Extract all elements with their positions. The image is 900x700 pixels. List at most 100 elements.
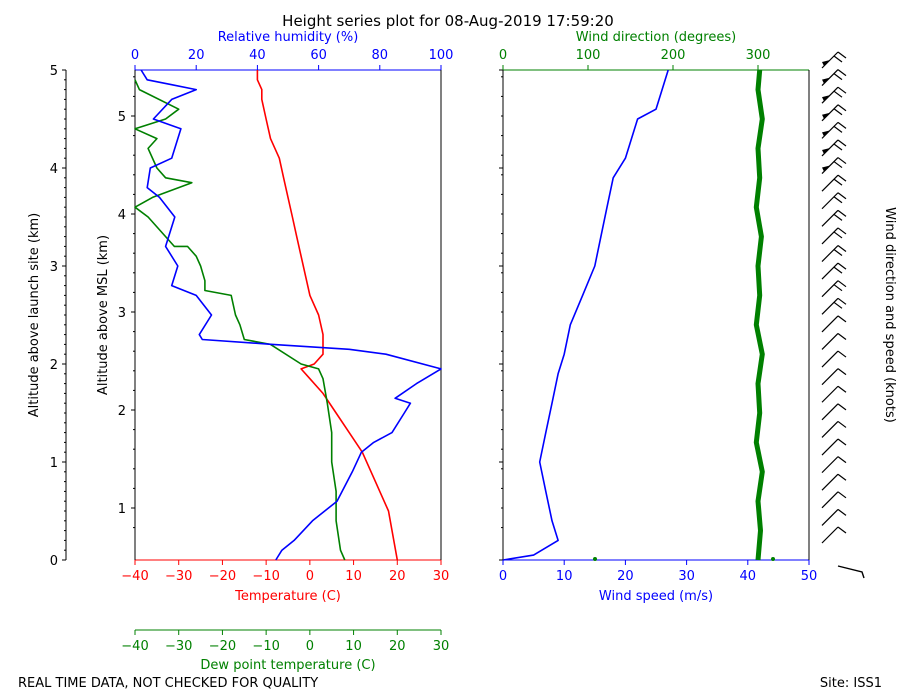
wind-barb-feather	[837, 333, 847, 340]
wind-barb-feather	[837, 385, 847, 393]
msl-altitude-tick-label: 5	[118, 110, 126, 125]
footer-left-note: REAL TIME DATA, NOT CHECKED FOR QUALITY	[18, 676, 318, 691]
wind-barb-staff	[821, 526, 839, 544]
wind-direction-tick-label: 300	[746, 48, 771, 63]
wind-barb	[821, 491, 847, 509]
wind-barb	[821, 297, 847, 315]
dewpoint-tick-label: 10	[345, 639, 362, 654]
humidity-tick-label: 20	[188, 48, 205, 63]
msl-altitude-tick-label: 1	[118, 502, 126, 517]
wind-direction-axis-label: Wind direction (degrees)	[576, 30, 736, 45]
wind-barb	[821, 368, 847, 386]
wind-barb-feather	[833, 266, 843, 274]
temperature-tick-label: 10	[345, 569, 362, 584]
wind-barb-feather	[833, 196, 843, 204]
dewpoint-tick-label: 30	[433, 639, 450, 654]
wind-barb-feather	[837, 227, 847, 235]
wind-barb-feather	[837, 350, 847, 358]
humidity-tick-label: 0	[131, 48, 139, 63]
wind-barb-pennant	[822, 130, 830, 137]
wind-direction-line	[753, 69, 765, 561]
wind-barb-feather	[837, 192, 847, 200]
wind-barb-feather	[833, 108, 843, 116]
wind-speed-tick-label: 0	[499, 569, 507, 584]
wind-barb-feather	[837, 86, 847, 94]
launch-altitude-tick-label: 3	[50, 260, 58, 275]
dewpoint-tick-label: −10	[252, 639, 279, 654]
wind-barb-staff	[821, 174, 839, 192]
wind-barb-feather	[837, 315, 847, 323]
launch-altitude-tick-label: 0	[50, 554, 58, 569]
wind-barb-staff	[821, 280, 839, 298]
wind-speed-axis-label: Wind speed (m/s)	[599, 589, 713, 604]
wind-barb-feather	[837, 209, 847, 217]
wind-barb-feather	[833, 284, 843, 292]
wind-speed-tick-label: 30	[678, 569, 695, 584]
msl-altitude-tick-label: 3	[118, 306, 126, 321]
wind-barb-staff	[821, 508, 839, 526]
wind-barb-feather	[837, 508, 847, 516]
wind-barb-feather	[833, 249, 843, 256]
wind-barb	[821, 262, 847, 280]
wind-barb	[821, 69, 847, 87]
wind-barb	[821, 403, 847, 421]
wind-direction-tick-label: 200	[661, 48, 686, 63]
wind-barb-feather	[837, 403, 847, 411]
wind-barb-feather	[837, 438, 847, 446]
wind-barb-feather	[833, 301, 843, 309]
wind-barb-feather	[837, 368, 847, 376]
wind-barb	[821, 174, 847, 192]
wind-barb-feather	[833, 213, 843, 221]
wind-barb-feather	[837, 297, 847, 305]
wind-barb-staff	[821, 297, 839, 315]
wind-barb-staff	[821, 262, 839, 280]
wind-barb-feather	[837, 456, 847, 464]
dewpoint-tick-label: 0	[306, 639, 314, 654]
temperature-tick-label: −20	[209, 569, 236, 584]
dewpoint-line	[134, 79, 346, 561]
wind-panel: 0 10 20 30 40 50 Wind speed (m/s) 0 100 200 300 Win…	[499, 30, 897, 604]
wind-barb	[821, 420, 847, 438]
wind-barb	[821, 350, 847, 368]
wind-barb	[821, 333, 847, 350]
msl-altitude-tick-label: 4	[118, 208, 126, 223]
humidity-tick-label: 80	[372, 48, 389, 63]
wind-barb-staff	[821, 209, 839, 227]
wind-barb-feather	[837, 280, 847, 288]
wind-barb-pennant	[822, 112, 830, 119]
wind-speed-tick-label: 50	[801, 569, 818, 584]
humidity-line	[140, 69, 442, 561]
launch-altitude-tick-label: 4	[50, 162, 58, 177]
footer-site: Site: ISS1	[820, 676, 882, 691]
wind-barb-feather	[837, 157, 847, 165]
temperature-axis-label: Temperature (C)	[234, 589, 341, 604]
dewpoint-tick-label: −40	[121, 639, 148, 654]
humidity-axis-label: Relative humidity (%)	[218, 30, 359, 45]
wind-barb	[821, 121, 847, 139]
wind-barb-staff	[821, 491, 839, 509]
wind-barb-feather	[837, 69, 847, 77]
launch-altitude-axis-label: Altitude above launch site (km)	[27, 213, 42, 417]
wind-barb	[821, 51, 847, 69]
wind-barb	[821, 508, 847, 526]
wind-barb-feather	[837, 104, 847, 112]
wind-barb-feather	[837, 491, 847, 499]
wind-barb	[821, 86, 847, 104]
humidity-tick-label: 40	[249, 48, 266, 63]
wind-speed-tick-label: 20	[617, 569, 634, 584]
temperature-tick-label: −40	[121, 569, 148, 584]
launch-altitude-tick-label: 5	[50, 64, 58, 79]
wind-barb	[821, 192, 847, 210]
wind-barb	[821, 315, 847, 333]
wind-barb	[821, 227, 847, 245]
msl-altitude-axis-label: Altitude above MSL (km)	[96, 235, 111, 395]
wind-barb-feather	[833, 178, 843, 186]
wind-barb-feather	[833, 125, 843, 133]
wind-direction-point	[771, 557, 775, 561]
msl-altitude-tick-label: 2	[118, 404, 126, 419]
wind-barb-pennant	[822, 95, 830, 102]
wind-barb-feather	[837, 420, 847, 428]
wind-barb-staff	[821, 350, 839, 368]
wind-barbs	[821, 51, 865, 579]
